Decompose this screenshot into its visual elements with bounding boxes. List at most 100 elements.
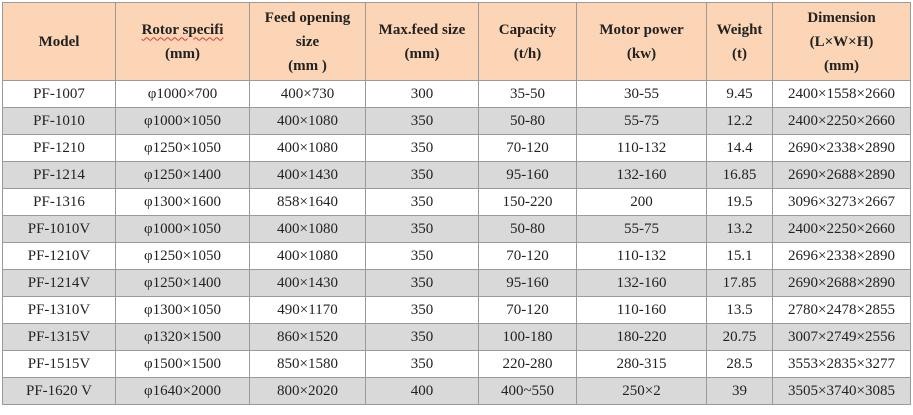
cell-max-feed-size: 350 [365, 296, 479, 324]
header-feed-opening-unit: (mm ) [288, 57, 327, 74]
cell-dimension: 2400×2250×2660 [772, 215, 911, 243]
cell-weight: 28.5 [706, 350, 773, 378]
cell-rotor-spec: φ1250×1050 [115, 242, 250, 270]
cell-model: PF-1310V [2, 296, 116, 324]
cell-motor-power: 180-220 [576, 323, 707, 351]
cell-model: PF-1316 [2, 188, 116, 216]
cell-motor-power: 280-315 [576, 350, 707, 378]
cell-motor-power: 132-160 [576, 269, 707, 297]
cell-rotor-spec: φ1300×1050 [115, 296, 250, 324]
cell-model: PF-1210 [2, 134, 116, 162]
header-capacity-unit: (t/h) [513, 45, 542, 62]
cell-model: PF-1214 [2, 161, 116, 189]
cell-model: PF-1007 [2, 80, 116, 108]
cell-motor-power: 55-75 [576, 215, 707, 243]
table-row: PF-1010V φ1000×1050 400×1080 350 50-80 55-75 1… [2, 215, 911, 243]
table-row: PF-1210 φ1250×1050 400×1080 350 70-120 110-13… [2, 134, 911, 162]
cell-weight: 13.5 [706, 296, 773, 324]
cell-model: PF-1010V [2, 215, 116, 243]
header-max-feed-size-unit: (mm) [404, 45, 440, 62]
header-dimension-line1: Dimension [807, 9, 876, 26]
cell-capacity: 50-80 [478, 215, 577, 243]
header-feed-opening-line2: size [295, 33, 320, 50]
header-capacity: Capacity (t/h) [478, 2, 577, 81]
cell-motor-power: 250×2 [576, 377, 707, 405]
cell-model: PF-1620 V [2, 377, 116, 405]
cell-dimension: 3553×2835×3277 [772, 350, 911, 378]
header-motor-power-unit: (kw) [626, 45, 657, 62]
header-motor-power: Motor power (kw) [576, 2, 707, 81]
cell-max-feed-size: 350 [365, 323, 479, 351]
cell-weight: 15.1 [706, 242, 773, 270]
cell-rotor-spec: φ1000×1050 [115, 215, 250, 243]
cell-rotor-spec: φ1250×1400 [115, 269, 250, 297]
cell-dimension: 2400×2250×2660 [772, 107, 911, 135]
cell-motor-power: 110-132 [576, 242, 707, 270]
cell-weight: 14.4 [706, 134, 773, 162]
cell-motor-power: 110-160 [576, 296, 707, 324]
cell-feed-opening: 400×1430 [249, 269, 366, 297]
cell-max-feed-size: 400 [365, 377, 479, 405]
table-row: PF-1315V φ1320×1500 860×1520 350 100-180 180-… [2, 323, 911, 351]
cell-weight: 12.2 [706, 107, 773, 135]
cell-max-feed-size: 350 [365, 242, 479, 270]
cell-capacity: 70-120 [478, 242, 577, 270]
header-dimension-unit: (mm) [824, 57, 859, 74]
header-weight-line: Weight [716, 21, 763, 38]
cell-max-feed-size: 350 [365, 188, 479, 216]
cell-capacity: 70-120 [478, 296, 577, 324]
cell-dimension: 2690×2338×2890 [772, 134, 911, 162]
header-rotor-spec-word: Rotor specifi [141, 21, 224, 38]
cell-model: PF-1315V [2, 323, 116, 351]
cell-capacity: 220-280 [478, 350, 577, 378]
cell-rotor-spec: φ1320×1500 [115, 323, 250, 351]
cell-rotor-spec: φ1250×1400 [115, 161, 250, 189]
cell-dimension: 2690×2688×2890 [772, 269, 911, 297]
table-body: PF-1007 φ1000×700 400×730 300 35-50 30-55 9.45… [2, 80, 911, 405]
cell-dimension: 2400×1558×2660 [772, 80, 911, 108]
cell-feed-opening: 490×1170 [249, 296, 366, 324]
header-dimension: Dimension (L×W×H) (mm) [772, 2, 911, 81]
cell-feed-opening: 860×1520 [249, 323, 366, 351]
table-row: PF-1214 φ1250×1400 400×1430 350 95-160 132-16… [2, 161, 911, 189]
header-capacity-line: Capacity [498, 21, 557, 38]
cell-capacity: 50-80 [478, 107, 577, 135]
cell-weight: 20.75 [706, 323, 773, 351]
crusher-specs-table: Model Rotor specifi (mm) Feed opening si… [2, 2, 911, 405]
header-row: Model Rotor specifi (mm) Feed opening si… [2, 2, 911, 81]
cell-motor-power: 30-55 [576, 80, 707, 108]
cell-dimension: 2696×2338×2890 [772, 242, 911, 270]
cell-rotor-spec: φ1640×2000 [115, 377, 250, 405]
cell-feed-opening: 400×730 [249, 80, 366, 108]
cell-model: PF-1010 [2, 107, 116, 135]
cell-max-feed-size: 350 [365, 161, 479, 189]
cell-rotor-spec: φ1000×1050 [115, 107, 250, 135]
cell-capacity: 400~550 [478, 377, 577, 405]
cell-feed-opening: 850×1580 [249, 350, 366, 378]
cell-dimension: 2690×2688×2890 [772, 161, 911, 189]
cell-feed-opening: 858×1640 [249, 188, 366, 216]
cell-model: PF-1515V [2, 350, 116, 378]
cell-motor-power: 55-75 [576, 107, 707, 135]
cell-max-feed-size: 350 [365, 269, 479, 297]
header-feed-opening: Feed opening size (mm ) [249, 2, 366, 81]
cell-feed-opening: 400×1080 [249, 215, 366, 243]
header-model-line: Model [38, 33, 80, 50]
table-row: PF-1210V φ1250×1050 400×1080 350 70-120 110-1… [2, 242, 911, 270]
header-rotor-spec-unit: (mm) [165, 45, 200, 62]
header-rotor-spec-line: Rotor specifi [117, 18, 249, 42]
cell-motor-power: 110-132 [576, 134, 707, 162]
table-row: PF-1316 φ1300×1600 858×1640 350 150-220 200 19… [2, 188, 911, 216]
cell-motor-power: 200 [576, 188, 707, 216]
cell-rotor-spec: φ1250×1050 [115, 134, 250, 162]
cell-feed-opening: 400×1080 [249, 134, 366, 162]
header-dimension-line2: (L×W×H) [809, 33, 874, 50]
cell-max-feed-size: 350 [365, 134, 479, 162]
cell-capacity: 95-160 [478, 269, 577, 297]
cell-max-feed-size: 350 [365, 107, 479, 135]
header-weight: Weight (t) [706, 2, 773, 81]
cell-capacity: 95-160 [478, 161, 577, 189]
cell-max-feed-size: 350 [365, 215, 479, 243]
cell-capacity: 35-50 [478, 80, 577, 108]
cell-max-feed-size: 300 [365, 80, 479, 108]
